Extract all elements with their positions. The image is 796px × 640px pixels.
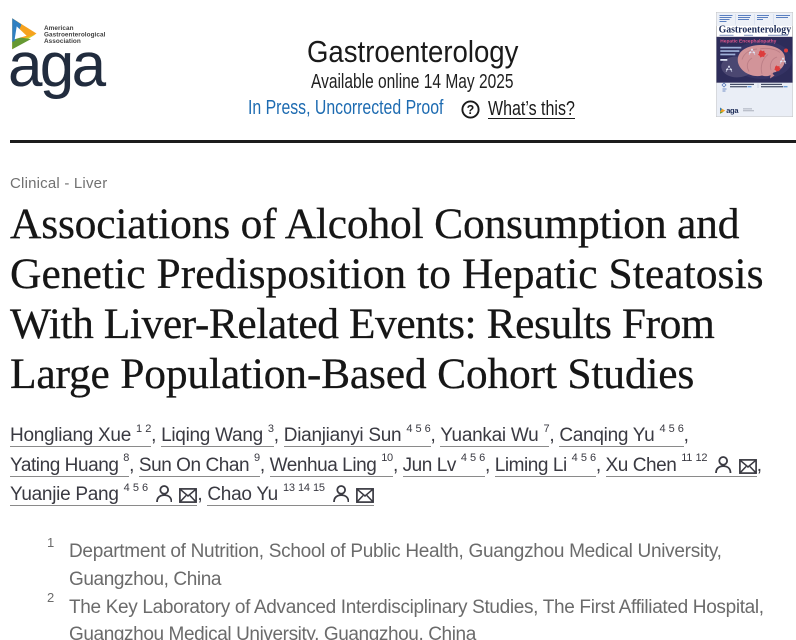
- svg-text:Hepatic Encephalopathy: Hepatic Encephalopathy: [720, 39, 776, 44]
- svg-text:aga: aga: [726, 106, 739, 115]
- svg-text:Gastroenterology: Gastroenterology: [719, 25, 792, 36]
- svg-text:?: ?: [467, 103, 475, 117]
